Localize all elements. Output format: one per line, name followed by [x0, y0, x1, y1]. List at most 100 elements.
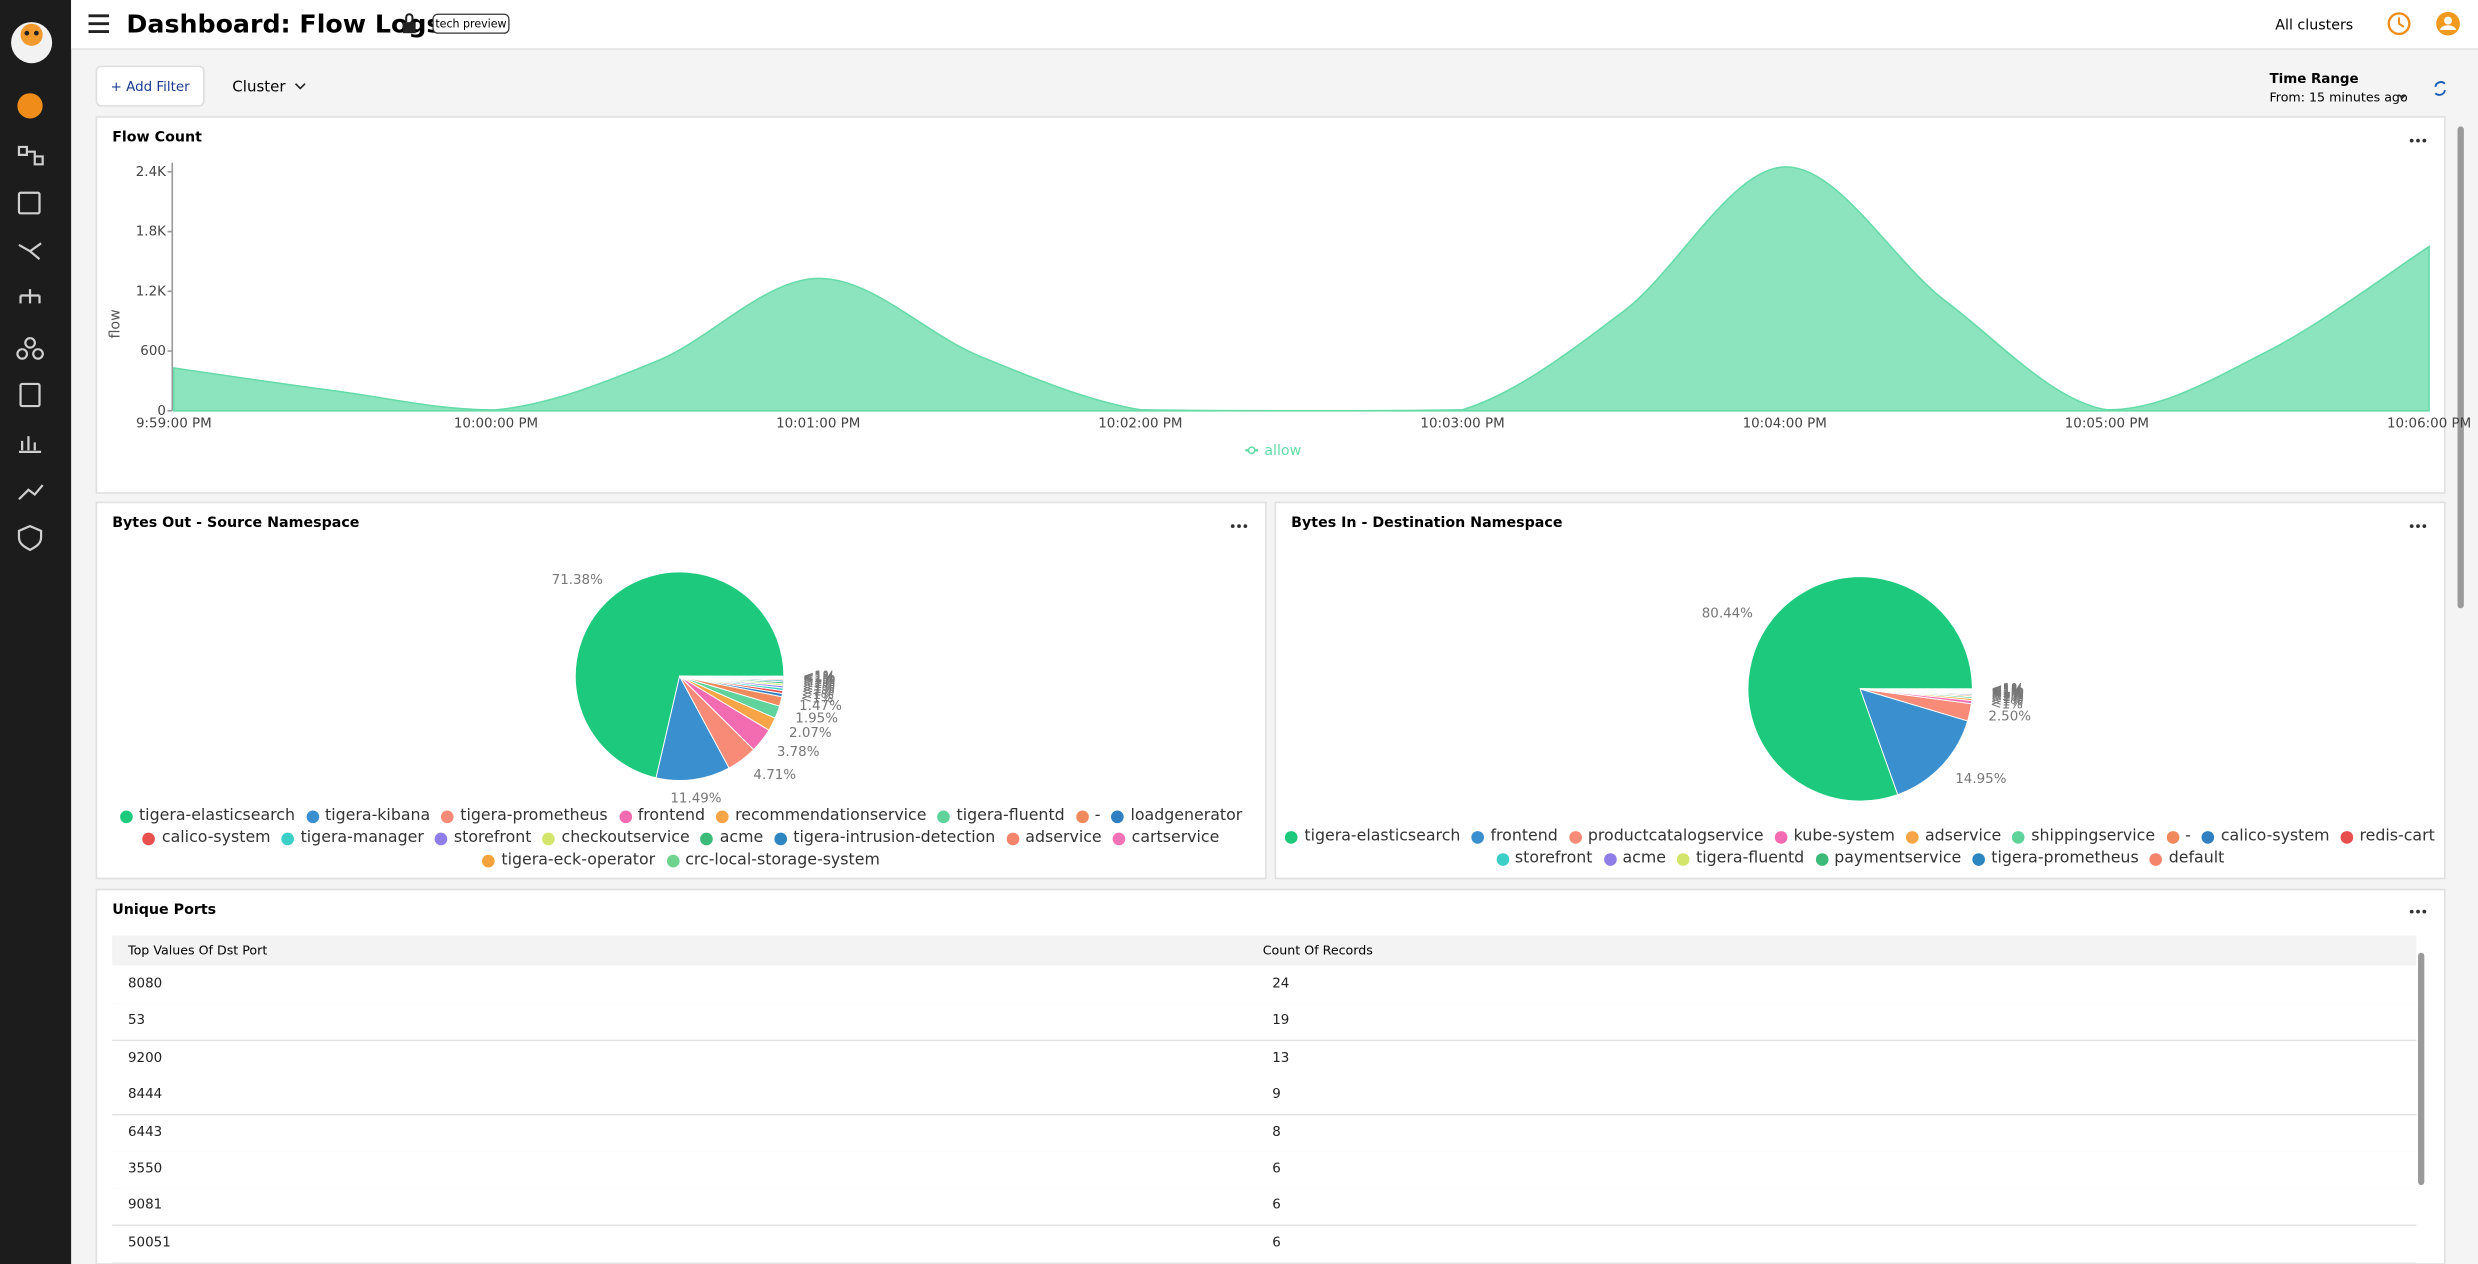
nav-threat[interactable] — [18, 484, 44, 501]
legend-label: shippingservice — [2031, 827, 2156, 846]
legend-label: tigera-prometheus — [1991, 850, 2139, 868]
x-tick-label: 10:02:00 PM — [1098, 416, 1182, 431]
legend-swatch — [1112, 831, 1126, 845]
pie-slice — [679, 675, 785, 678]
slice-label: 80.44% — [1702, 606, 1753, 621]
panel-menu[interactable] — [2409, 524, 2427, 529]
slice-label: <1% — [803, 672, 836, 687]
add-filter-label: + Add Filter — [111, 80, 190, 95]
legend-item: default — [2149, 850, 2224, 867]
legend-swatch — [2201, 830, 2215, 843]
slice-label: <1% — [1991, 683, 2024, 698]
add-filter-button[interactable] — [95, 65, 205, 107]
badge: tech preview — [435, 17, 506, 30]
refresh-button[interactable] — [2434, 81, 2446, 96]
nav-network[interactable] — [19, 289, 41, 304]
slice-label: <1% — [802, 682, 835, 697]
legend-label: tigera-eck-operator — [501, 851, 656, 869]
x-tick-label: 9:59:00 PM — [136, 416, 212, 431]
x-tick-label: 10:04:00 PM — [1743, 416, 1827, 431]
slice-label: <1% — [802, 679, 835, 694]
nav-security[interactable] — [17, 524, 43, 552]
slice-label: <1% — [1991, 692, 2024, 707]
menu-button[interactable] — [88, 14, 110, 34]
panel-title: Bytes In - Destination Namespace — [1291, 515, 1562, 531]
history-icon[interactable] — [2387, 12, 2411, 36]
slice-label: <1% — [803, 675, 836, 690]
panel-menu[interactable] — [2409, 138, 2427, 143]
slice-label: 1.47% — [799, 699, 842, 714]
lock-icon — [403, 13, 416, 34]
area — [173, 166, 2430, 412]
cell: 6443 — [128, 1124, 163, 1141]
legend-swatch — [142, 831, 156, 845]
page-title: Dashboard: Flow Logs — [126, 9, 441, 38]
y-tick-label: 1.2K — [136, 284, 167, 299]
legend-item: storefront — [1495, 850, 1593, 868]
user-icon[interactable] — [2436, 11, 2460, 36]
nav-activity[interactable] — [18, 436, 42, 453]
legend-item: - — [2166, 828, 2191, 845]
legend-label: frontend — [637, 807, 706, 825]
cluster-dropdown[interactable]: Cluster — [232, 77, 286, 95]
cell: 3550 — [128, 1161, 163, 1178]
cluster-selector[interactable]: All clusters — [2275, 17, 2353, 33]
slice-label: <1% — [1991, 686, 2024, 701]
x-tick-label: 10:00:00 PM — [454, 416, 538, 431]
legend-item: tigera-manager — [281, 830, 424, 847]
legend-item: tigera-intrusion-detection — [774, 830, 995, 847]
legend-item: storefront — [434, 830, 531, 847]
legend-item: adservice — [1905, 827, 2002, 846]
legend-label: paymentservice — [1834, 850, 1962, 868]
legend-swatch — [2012, 830, 2025, 843]
legend-label: calico-system — [2220, 827, 2330, 846]
scrollbar[interactable] — [2418, 952, 2425, 1185]
legend-swatch — [2149, 852, 2163, 866]
legend-label: adservice — [1924, 827, 2002, 846]
slice-label: <1% — [803, 670, 836, 685]
legend-label: storefront — [1514, 850, 1593, 868]
legend-item: - — [1075, 807, 1101, 825]
cell: 9200 — [128, 1050, 163, 1067]
nav-endpoints[interactable] — [18, 242, 42, 260]
time-range-value[interactable]: From: 15 minutes ago — [2269, 89, 2408, 104]
pie-slice — [574, 571, 785, 779]
legend-swatch — [666, 853, 679, 867]
panel-menu[interactable] — [2409, 909, 2427, 914]
page-scrollbar[interactable] — [2457, 126, 2464, 609]
legend-item: kube-system — [1774, 828, 1895, 845]
legend-item: redis-cart — [2340, 827, 2435, 846]
legend-swatch — [2340, 830, 2354, 843]
slice-label: 3.78% — [777, 745, 820, 760]
legend-swatch — [1568, 830, 1582, 843]
cell: 53 — [128, 1013, 146, 1030]
legend-item: tigera-fluentd — [1677, 850, 1804, 867]
legend-swatch — [1815, 852, 1828, 866]
legend-item: acme — [700, 830, 763, 847]
legend-item: tigera-fluentd — [937, 807, 1065, 825]
legend-item: tigera-kibana — [306, 807, 430, 825]
nav-service-graph[interactable] — [17, 145, 44, 166]
nav-dashboard[interactable] — [17, 93, 43, 119]
table-row: 9081 6 — [112, 1188, 2417, 1227]
legend-swatch — [1603, 852, 1617, 866]
slice-label: <1% — [1991, 683, 2024, 698]
cell: 24 — [1272, 976, 1290, 993]
legend-label: tigera-elasticsearch — [138, 807, 296, 825]
slice-label: <1% — [1991, 685, 2024, 700]
panel-menu[interactable] — [1230, 524, 1248, 529]
nav-nodes[interactable] — [16, 337, 44, 360]
slice-label: <1% — [1990, 697, 2023, 712]
table-row: 8080 24 — [112, 966, 2417, 1005]
legend-label: adservice — [1025, 829, 1102, 847]
nav-policies[interactable] — [17, 191, 41, 215]
nav-compliance[interactable] — [19, 382, 41, 408]
legend-swatch — [434, 831, 448, 845]
sidebar — [0, 0, 72, 1264]
legend-label: - — [1094, 807, 1101, 825]
table-row: 3550 6 — [112, 1151, 2417, 1190]
legend-label: loadgenerator — [1130, 807, 1243, 825]
chevron — [294, 83, 306, 90]
legend-label: redis-cart — [2359, 827, 2435, 846]
